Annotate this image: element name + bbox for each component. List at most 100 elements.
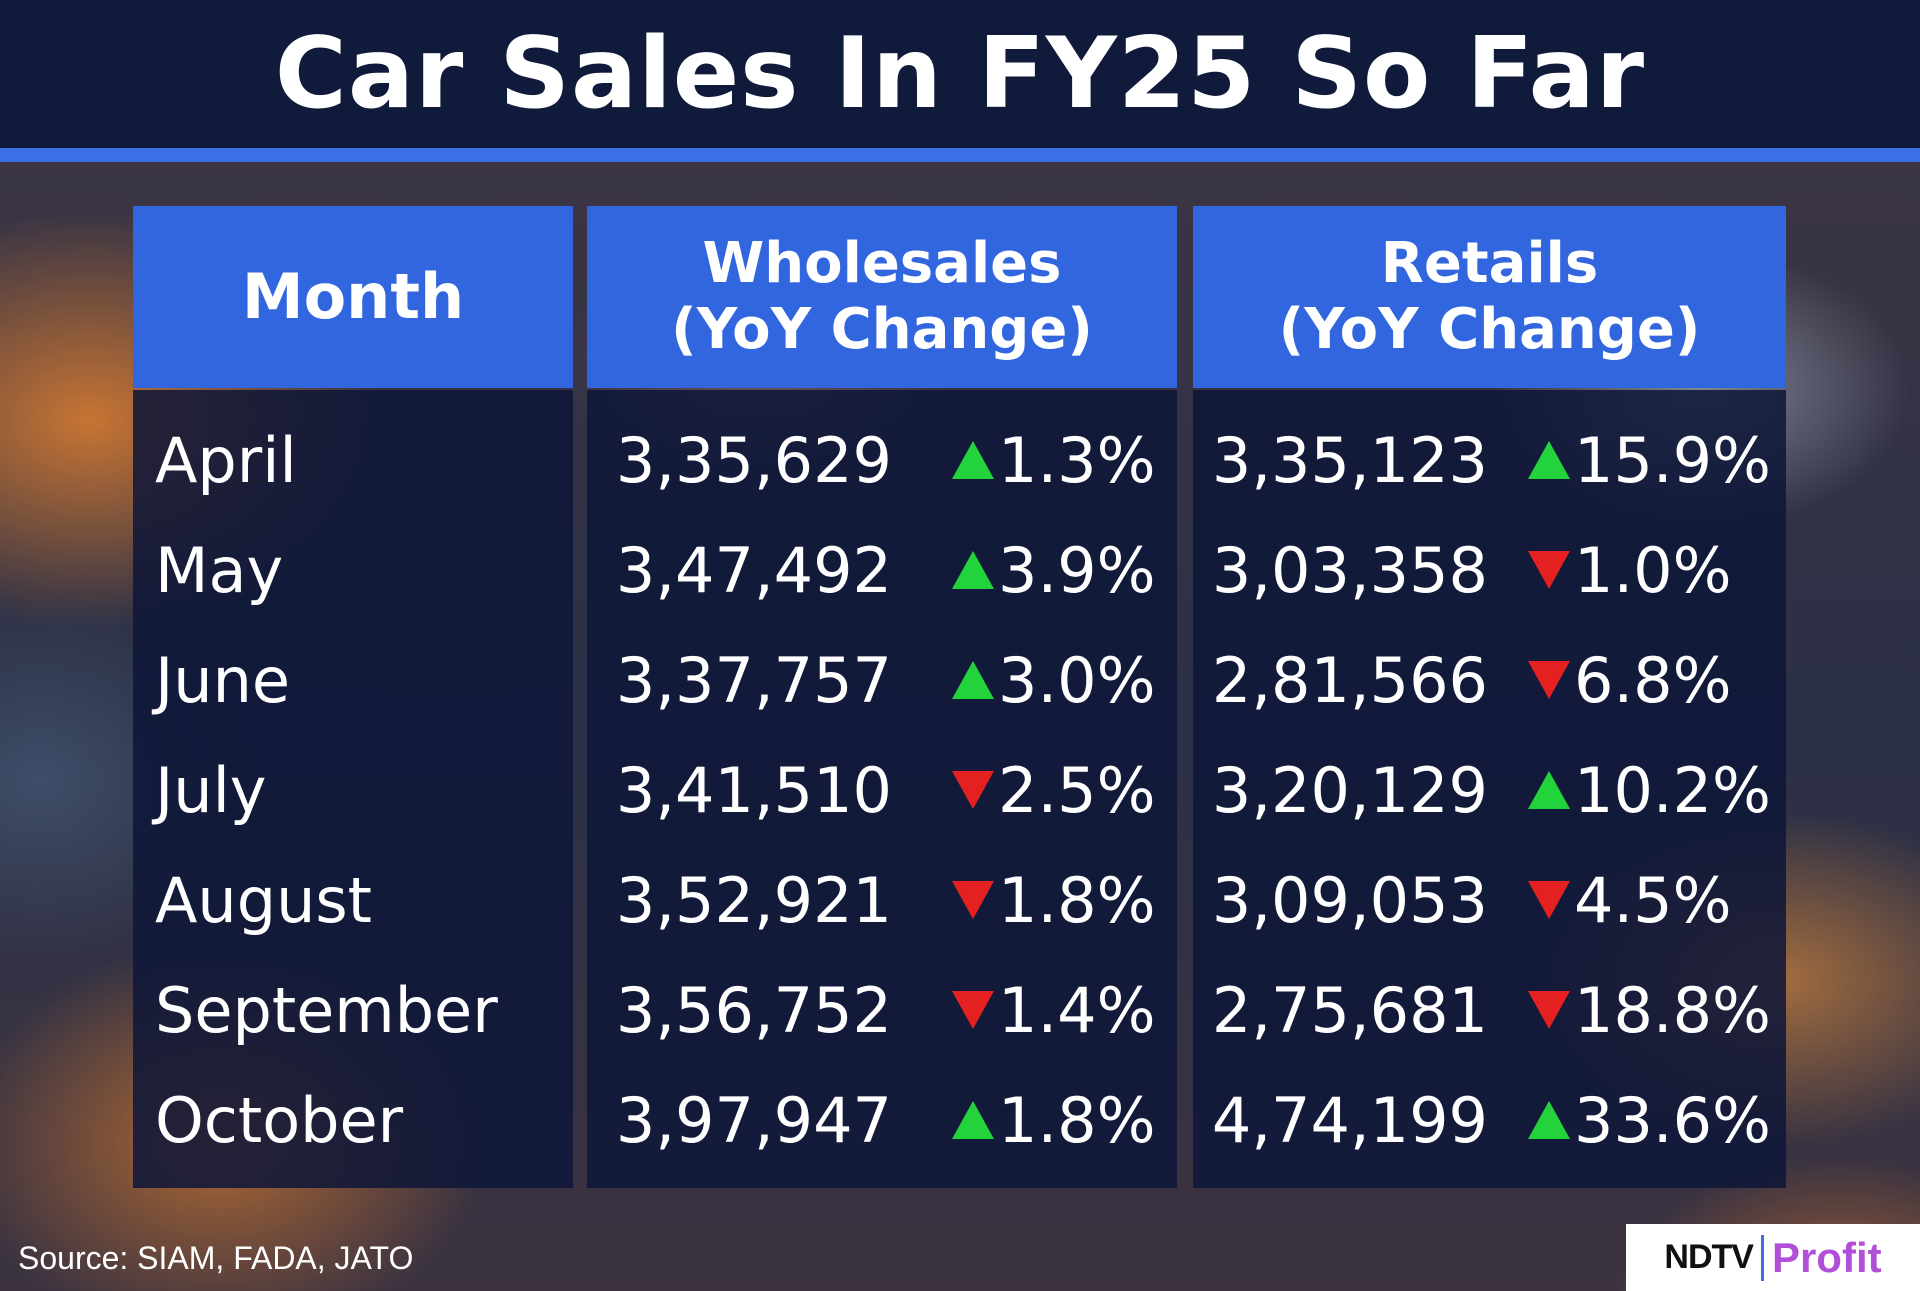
table-cell-wholesales: 3,37,757 (600, 625, 892, 735)
table-cell-wholesales: 3,41,510 (600, 735, 892, 845)
table-cell-retails: 3,03,358 (1200, 515, 1488, 625)
table-cell-wholesales: 3,52,921 (600, 845, 892, 955)
table-cell-text: 3.0% (998, 643, 1156, 717)
header-wholesales-line2: (YoY Change) (671, 297, 1093, 362)
table-cell-text: 3,56,752 (615, 973, 892, 1047)
table-cell-wholesales: 3,47,492 (600, 515, 892, 625)
up-triangle-icon (1528, 441, 1570, 479)
table-cell-retails-change: 6.8% (1528, 625, 1778, 735)
down-triangle-icon (1528, 881, 1570, 919)
table-cell-retails-change: 18.8% (1528, 955, 1778, 1065)
title-bar: Car Sales In FY25 So Far (0, 0, 1920, 148)
table-cell-text: May (155, 533, 284, 607)
table-cell-retails: 3,20,129 (1200, 735, 1488, 845)
table-cell-text: April (155, 423, 297, 497)
down-triangle-icon (952, 771, 994, 809)
table-cell-retails-change: 4.5% (1528, 845, 1778, 955)
table-cell-text: 3,09,053 (1211, 863, 1488, 937)
table-cell-wholesales-change: 1.8% (952, 845, 1167, 955)
table-cell-text: 10.2% (1574, 753, 1771, 827)
table-cell-text: 1.8% (998, 863, 1156, 937)
table-cell-text: 4,74,199 (1211, 1083, 1488, 1157)
table-cell-text: 2,75,681 (1211, 973, 1488, 1047)
table-cell-retails: 3,09,053 (1200, 845, 1488, 955)
table-cell-text: June (155, 643, 291, 717)
logo-separator (1760, 1234, 1764, 1281)
table-cell-retails: 2,75,681 (1200, 955, 1488, 1065)
table-cell-wholesales: 3,56,752 (600, 955, 892, 1065)
table-cell-text: 3,52,921 (615, 863, 892, 937)
table-cell-text: September (155, 973, 498, 1047)
month-column-panel (133, 390, 573, 1188)
table-cell-text: 15.9% (1574, 423, 1771, 497)
table-cell-wholesales-change: 1.8% (952, 1065, 1167, 1175)
up-triangle-icon (952, 661, 994, 699)
table-cell-retails: 2,81,566 (1200, 625, 1488, 735)
table-cell-retails-change: 15.9% (1528, 405, 1778, 515)
table-cell-retails-change: 10.2% (1528, 735, 1778, 845)
table-cell-text: 3,35,629 (615, 423, 892, 497)
header-retails-line1: Retails (1380, 230, 1599, 296)
table-cell-wholesales: 3,97,947 (600, 1065, 892, 1175)
table-cell-text: August (155, 863, 372, 937)
table-cell-wholesales-change: 2.5% (952, 735, 1167, 845)
table-cell-text: 3,03,358 (1211, 533, 1488, 607)
table-cell-text: 33.6% (1574, 1083, 1771, 1157)
table-cell-text: 3,20,129 (1211, 753, 1488, 827)
down-triangle-icon (1528, 991, 1570, 1029)
table-cell-text: 18.8% (1574, 973, 1771, 1047)
up-triangle-icon (1528, 771, 1570, 809)
up-triangle-icon (1528, 1101, 1570, 1139)
down-triangle-icon (952, 991, 994, 1029)
down-triangle-icon (1528, 551, 1570, 589)
table-cell-text: 1.4% (998, 973, 1156, 1047)
table-cell-text: 3,35,123 (1211, 423, 1488, 497)
table-cell-text: 3,47,492 (615, 533, 892, 607)
table-cell-text: 1.3% (998, 423, 1156, 497)
table-cell-wholesales-change: 1.4% (952, 955, 1167, 1065)
table-cell-text: 3,41,510 (615, 753, 892, 827)
table-cell-text: 3,97,947 (615, 1083, 892, 1157)
header-month: Month (133, 206, 573, 388)
table-cell-month: May (155, 515, 555, 625)
page-title: Car Sales In FY25 So Far (274, 17, 1646, 131)
logo-brand: NDTV (1664, 1238, 1754, 1276)
table-cell-month: July (155, 735, 555, 845)
table-cell-wholesales-change: 3.0% (952, 625, 1167, 735)
table-cell-text: July (155, 753, 267, 827)
header-retails-line2: (YoY Change) (1278, 297, 1701, 362)
header-retails: Retails (YoY Change) (1193, 206, 1786, 388)
table-cell-month: April (155, 405, 555, 515)
source-note: Source: SIAM, FADA, JATO (18, 1240, 414, 1276)
table-cell-text: 3.9% (998, 533, 1156, 607)
table-cell-text: 1.8% (998, 1083, 1156, 1157)
table-cell-text: 2,81,566 (1211, 643, 1488, 717)
table-cell-wholesales-change: 1.3% (952, 405, 1167, 515)
table-cell-wholesales: 3,35,629 (600, 405, 892, 515)
up-triangle-icon (952, 1101, 994, 1139)
table-cell-text: 6.8% (1574, 643, 1732, 717)
retails-column-panel (1193, 390, 1786, 1188)
table-cell-text: October (155, 1083, 404, 1157)
title-underline (0, 148, 1920, 162)
table-cell-retails: 3,35,123 (1200, 405, 1488, 515)
header-wholesales-line1: Wholesales (702, 230, 1062, 296)
up-triangle-icon (952, 551, 994, 589)
table-cell-text: 2.5% (998, 753, 1156, 827)
table-cell-retails-change: 1.0% (1528, 515, 1778, 625)
down-triangle-icon (1528, 661, 1570, 699)
table-cell-month: August (155, 845, 555, 955)
ndtv-profit-logo: NDTV Profit (1626, 1224, 1920, 1291)
table-cell-month: June (155, 625, 555, 735)
table-cell-month: September (155, 955, 555, 1065)
table-cell-text: 4.5% (1574, 863, 1732, 937)
header-month-label: Month (241, 260, 465, 334)
table-cell-text: 3,37,757 (615, 643, 892, 717)
table-cell-retails-change: 33.6% (1528, 1065, 1778, 1175)
table-cell-month: October (155, 1065, 555, 1175)
table-cell-wholesales-change: 3.9% (952, 515, 1167, 625)
header-wholesales: Wholesales (YoY Change) (587, 206, 1177, 388)
logo-product: Profit (1771, 1233, 1882, 1281)
wholesales-column-panel (587, 390, 1177, 1188)
down-triangle-icon (952, 881, 994, 919)
